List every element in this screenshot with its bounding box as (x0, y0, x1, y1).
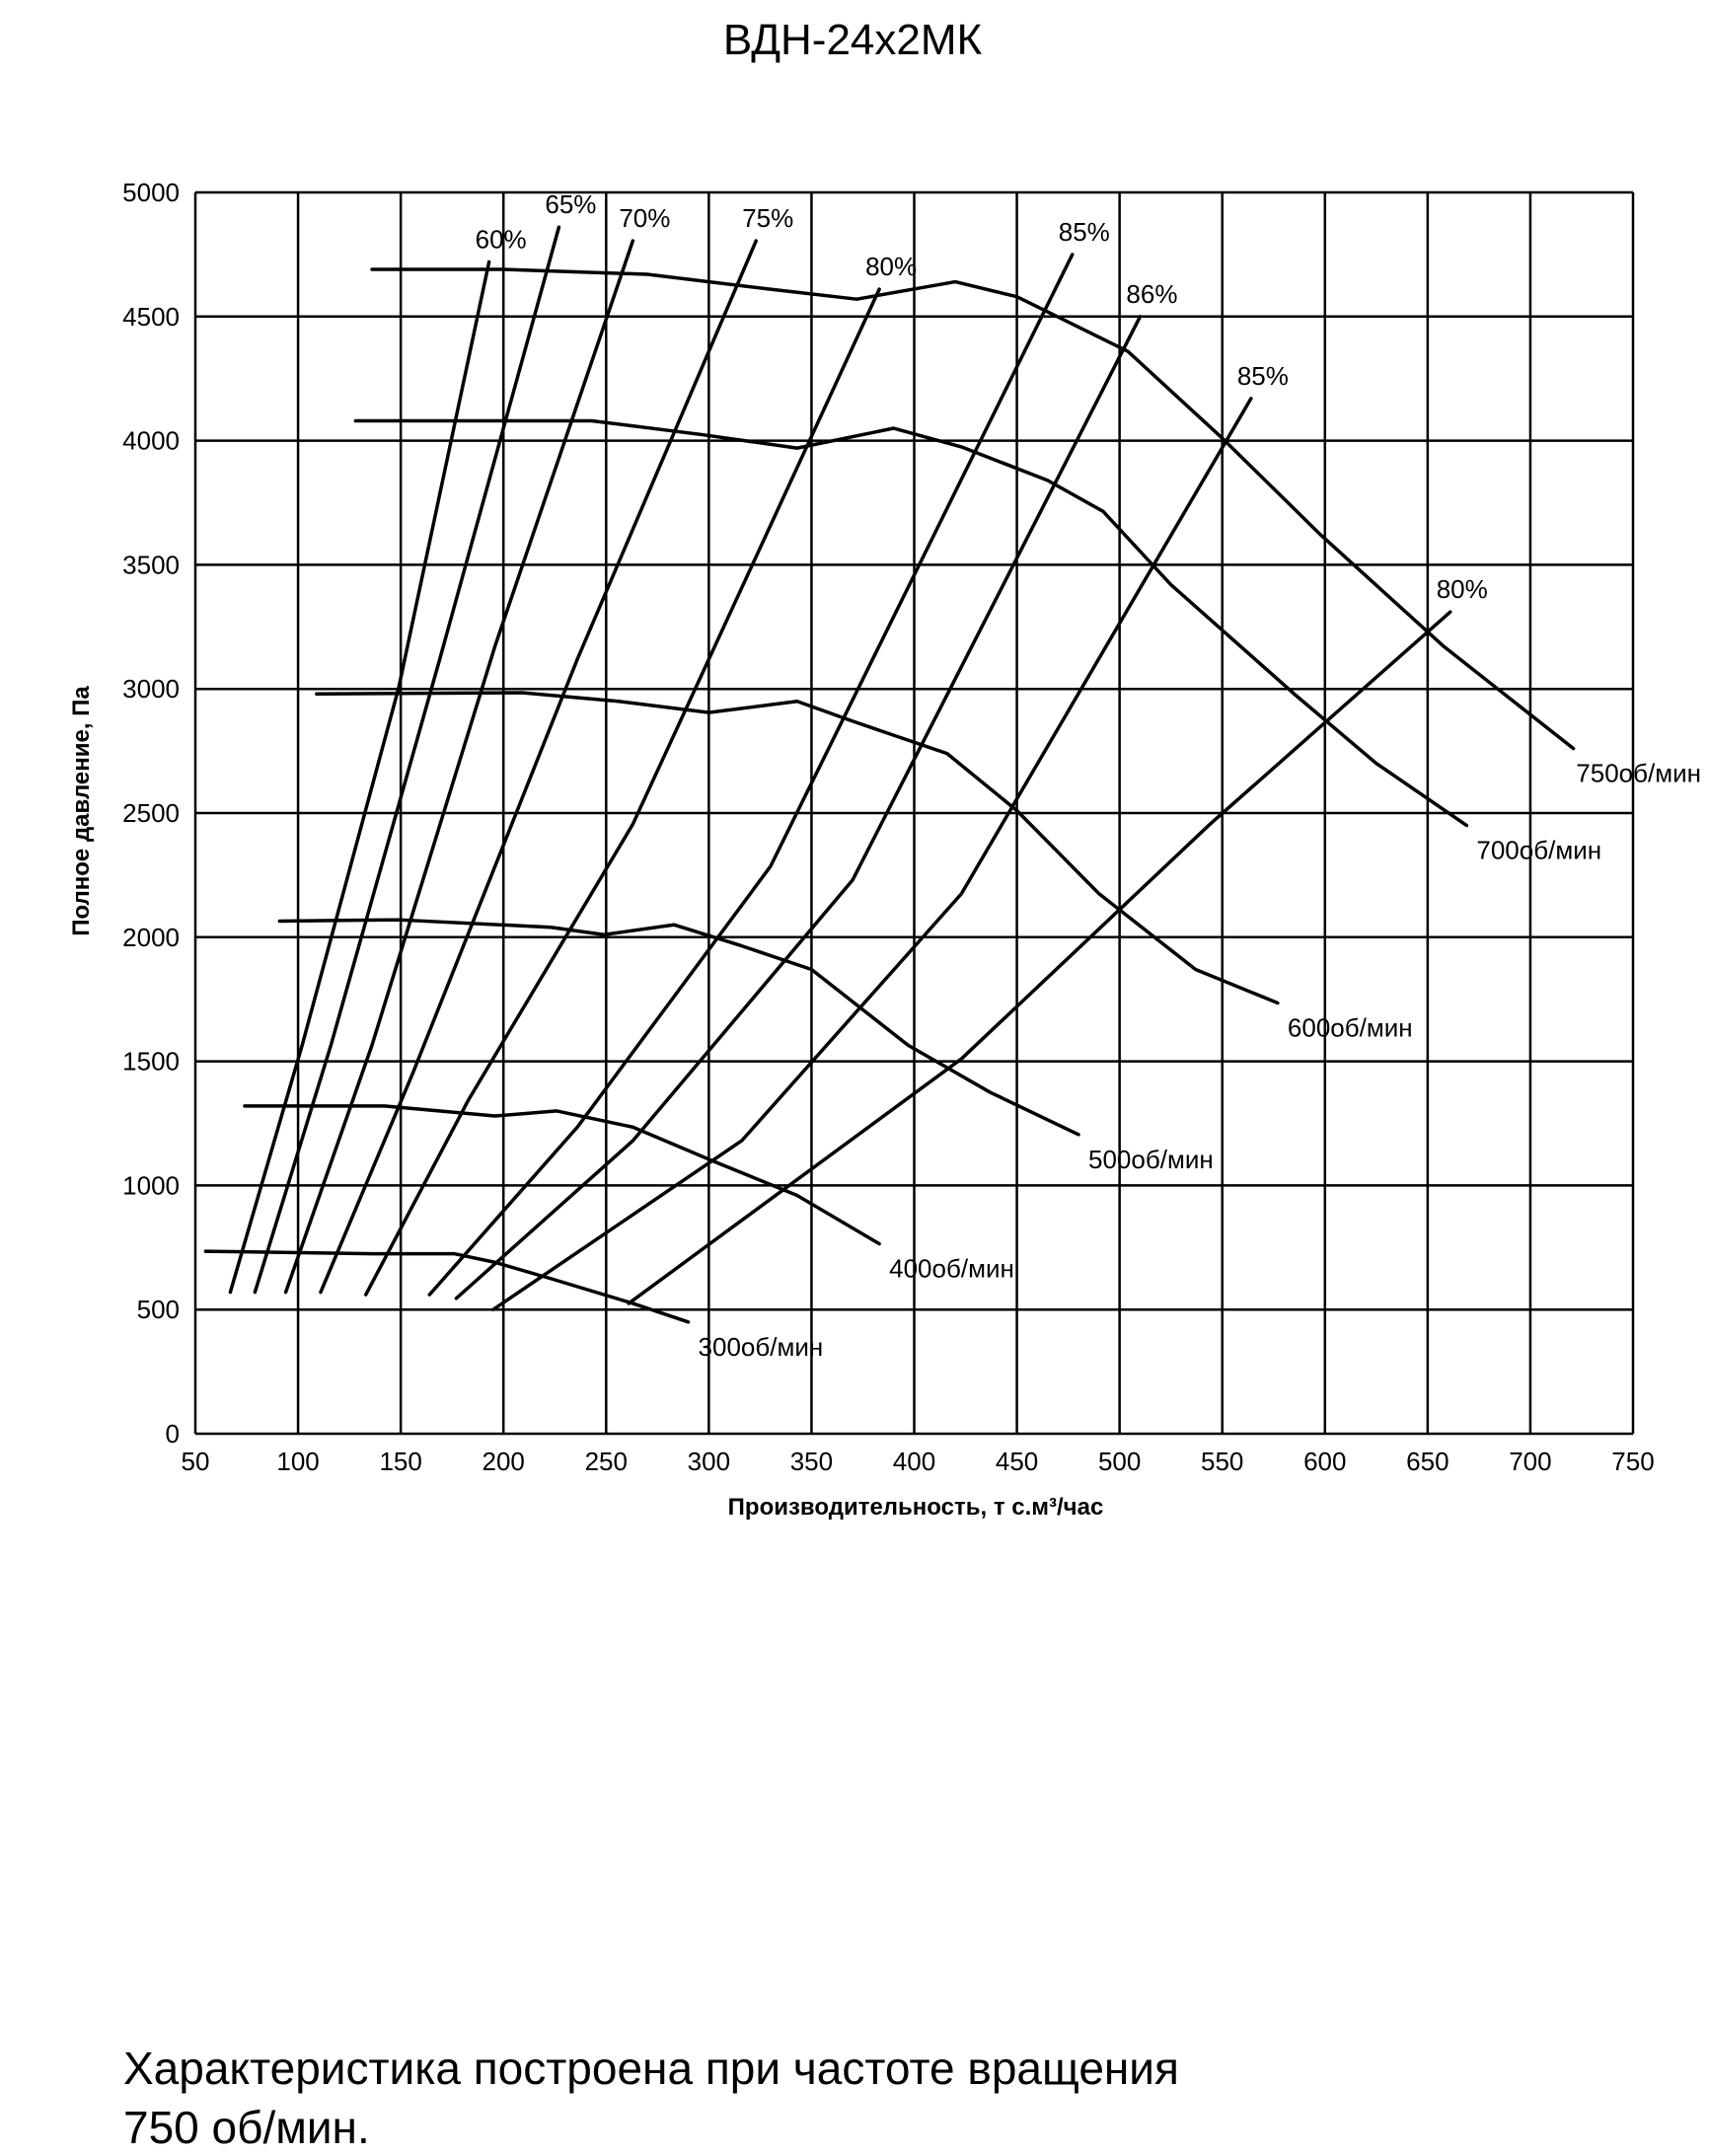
x-tick-label: 750 (1611, 1447, 1654, 1476)
x-tick-label: 200 (483, 1447, 525, 1476)
y-tick-label: 500 (137, 1295, 180, 1324)
y-tick-label: 4500 (122, 302, 180, 332)
x-tick-label: 600 (1303, 1447, 1346, 1476)
y-tick-label: 1500 (122, 1047, 180, 1077)
y-axis-label: Полное давление, Па (68, 686, 95, 936)
curve-label: 300об/мин (699, 1332, 824, 1362)
y-tick-label: 3500 (122, 550, 180, 579)
x-tick-label: 450 (996, 1447, 1038, 1476)
x-tick-label: 500 (1098, 1447, 1141, 1476)
curve (364, 287, 881, 1297)
curve (283, 239, 635, 1295)
curve (253, 225, 561, 1295)
note-line: 750 об/мин. (123, 2102, 370, 2153)
x-tick-label: 550 (1201, 1447, 1243, 1476)
curve (370, 267, 1576, 751)
curve (454, 315, 1143, 1301)
curve (427, 253, 1075, 1297)
curve-label: 70% (619, 203, 670, 233)
curve-label: 80% (865, 252, 917, 281)
curve-label: 80% (1437, 574, 1488, 604)
note-line: Характеристика построена при частоте вра… (123, 2043, 1179, 2094)
x-tick-label: 400 (893, 1447, 935, 1476)
y-tick-label: 2000 (122, 923, 180, 952)
x-tick-label: 700 (1509, 1447, 1551, 1476)
x-tick-label: 350 (790, 1447, 833, 1476)
curve-label: 65% (545, 189, 596, 219)
x-tick-label: 50 (182, 1447, 210, 1476)
curve-label: 85% (1059, 217, 1110, 247)
x-tick-label: 100 (276, 1447, 319, 1476)
curve-label: 60% (476, 224, 527, 254)
curve-label: 400об/мин (889, 1254, 1014, 1284)
curve-label: 500об/мин (1088, 1145, 1214, 1174)
curve (243, 1104, 881, 1246)
chart-title: ВДН-24х2МК (723, 16, 983, 64)
curve-label: 750об/мин (1576, 759, 1701, 788)
y-tick-label: 1000 (122, 1170, 180, 1200)
curve-label: 86% (1126, 279, 1177, 309)
y-tick-label: 5000 (122, 178, 180, 207)
y-tick-label: 0 (166, 1419, 180, 1449)
curve-label: 75% (742, 203, 793, 233)
curve (627, 610, 1452, 1305)
x-tick-label: 150 (379, 1447, 421, 1476)
curve (315, 691, 1280, 1005)
curve-label: 85% (1237, 361, 1289, 391)
curve (353, 418, 1469, 828)
curve (228, 260, 491, 1295)
y-tick-label: 2500 (122, 798, 180, 828)
y-tick-label: 3000 (122, 674, 180, 704)
curve-label: 600об/мин (1288, 1012, 1413, 1042)
x-axis-label: Производительность, т с.м³/час (728, 1494, 1104, 1521)
y-tick-label: 4000 (122, 426, 180, 456)
x-tick-label: 250 (585, 1447, 628, 1476)
curve (491, 397, 1253, 1311)
x-tick-label: 300 (688, 1447, 730, 1476)
x-tick-label: 650 (1406, 1447, 1449, 1476)
curve (203, 1249, 691, 1324)
curve (319, 239, 758, 1295)
curve-label: 700об/мин (1476, 836, 1601, 865)
